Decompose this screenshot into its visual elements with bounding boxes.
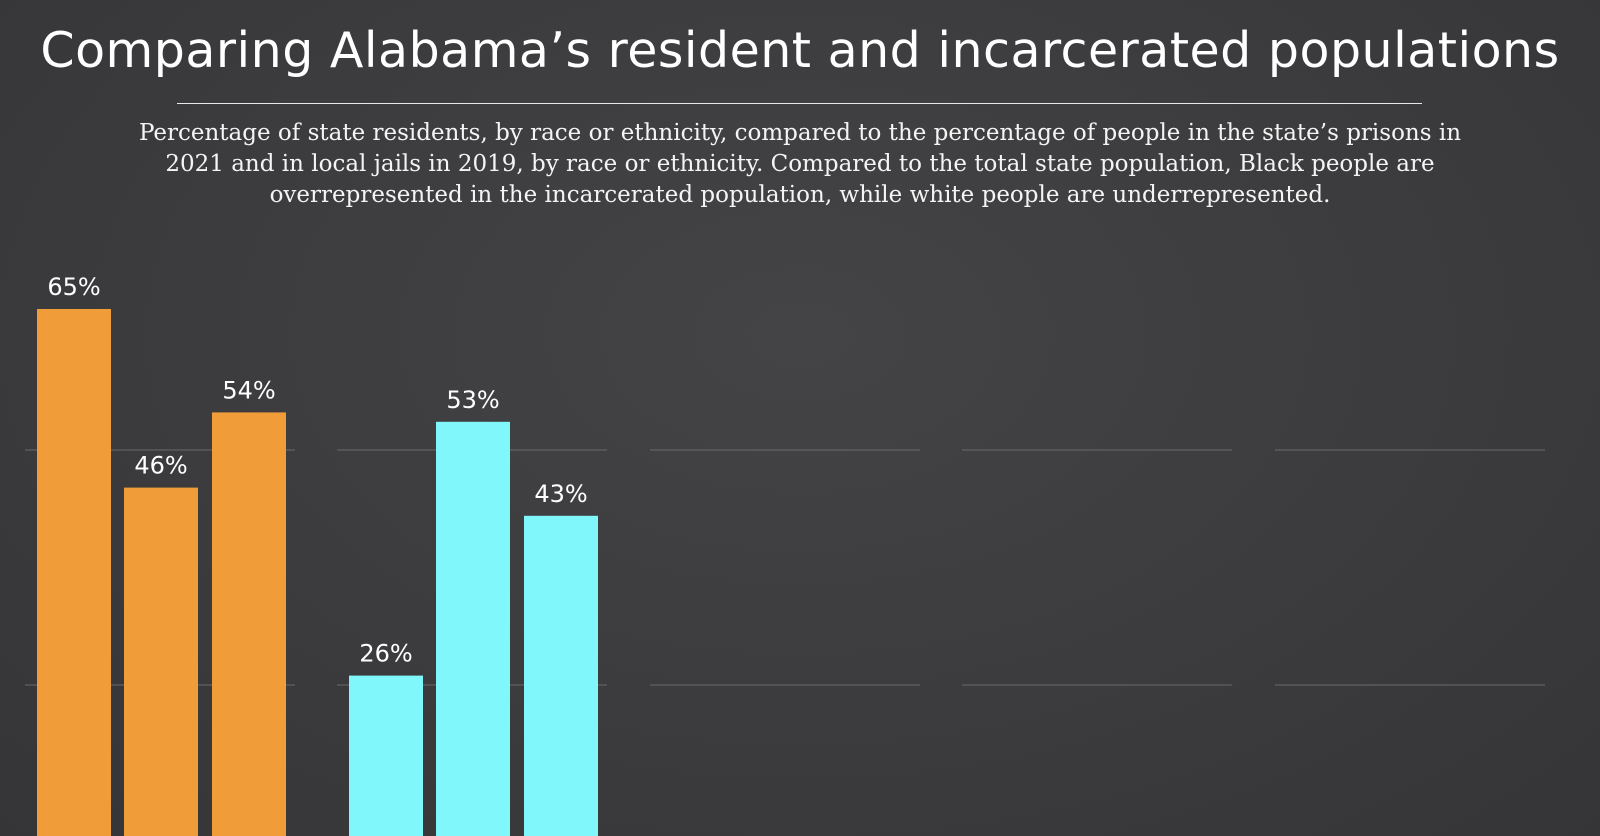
bar — [436, 421, 510, 836]
data-label: 43% — [534, 480, 587, 508]
bar — [124, 487, 198, 836]
bar — [212, 412, 286, 836]
data-label: 54% — [222, 376, 275, 404]
bar — [524, 515, 598, 836]
bar — [37, 309, 111, 836]
data-label: 53% — [446, 386, 499, 414]
data-label: 46% — [134, 452, 187, 480]
bar — [349, 675, 423, 836]
data-label: 65% — [47, 273, 100, 301]
chart-title: Comparing Alabama’s resident and incarce… — [40, 22, 1560, 79]
chart-subtitle: Percentage of state residents, by race o… — [138, 120, 1462, 208]
title-divider — [177, 103, 1422, 104]
data-label: 26% — [359, 640, 412, 668]
